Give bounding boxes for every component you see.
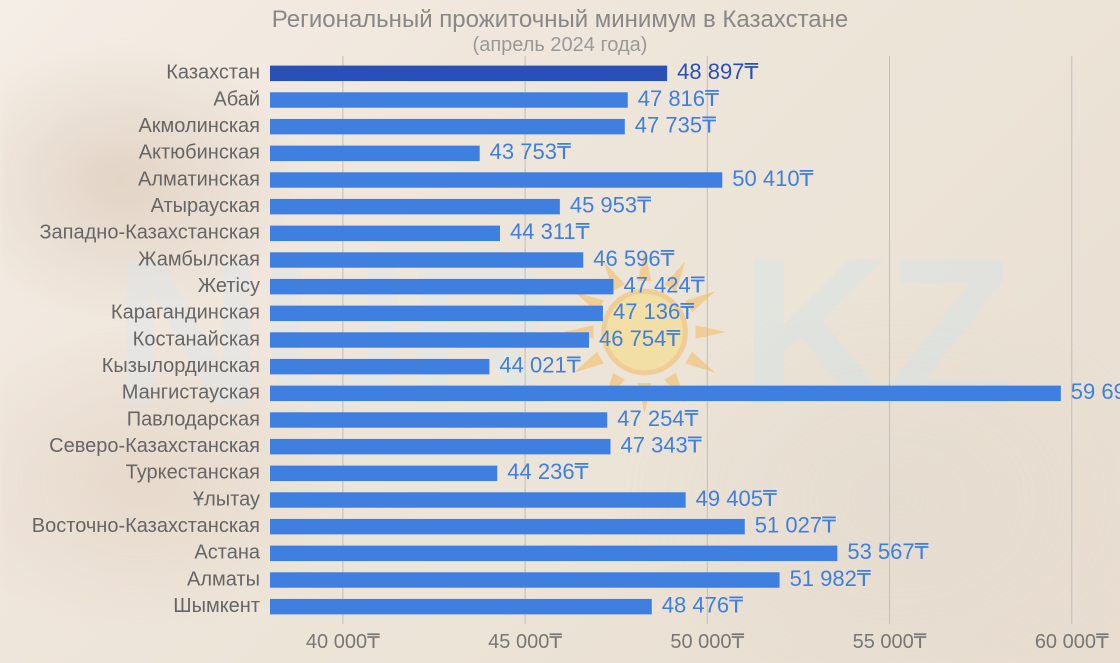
bar [270,66,667,81]
value-label: 47 424₸ [623,272,704,297]
value-label: 47 254₸ [617,406,698,431]
bar [270,386,1061,401]
bar [270,572,780,587]
bar [270,92,628,107]
value-label: 45 953₸ [570,192,651,217]
bar [270,439,611,454]
bar [270,172,722,187]
value-label: 44 021₸ [499,352,580,377]
category-label: Западно-Казахстанская [39,222,260,244]
category-label: Костанайская [133,328,260,350]
value-label: 50 410₸ [732,166,813,191]
category-label: Атырауская [151,195,260,217]
bar [270,199,560,214]
value-label: 51 982₸ [790,566,871,591]
category-label: Кызылординская [102,355,260,377]
category-label: Актюбинская [139,142,260,164]
x-tick-label: 45 000₸ [488,631,562,653]
value-label: 46 596₸ [593,246,674,271]
bar [270,546,837,561]
bar [270,279,613,294]
bar [270,466,497,481]
category-label: Туркестанская [126,462,260,484]
bar [270,146,480,161]
bar [270,412,607,427]
category-label: Ұлытау [193,488,260,510]
x-tick-label: 50 000₸ [670,631,744,653]
category-label: Астана [194,542,260,564]
category-label: Казахстан [166,62,260,84]
value-label: 49 405₸ [696,486,777,511]
value-label: 48 897₸ [677,59,758,84]
value-label: 48 476₸ [662,592,743,617]
bar [270,599,652,614]
x-tick-label: 40 000₸ [306,631,380,653]
value-label: 43 753₸ [490,139,571,164]
category-label: Алматинская [138,168,260,190]
bar [270,252,583,267]
value-label: 47 343₸ [621,432,702,457]
value-label: 47 816₸ [638,86,719,111]
bar [270,332,589,347]
x-tick-label: 55 000₸ [853,631,927,653]
category-label: Акмолинская [138,115,260,137]
category-label: Шымкент [173,595,260,617]
bar [270,492,686,507]
bar [270,359,489,374]
value-label: 46 754₸ [599,326,680,351]
value-label: 47 136₸ [613,299,694,324]
bar [270,226,500,241]
value-label: 59 699₸ [1071,379,1120,404]
category-label: Восточно-Казахстанская [32,515,260,537]
bar [270,119,625,134]
category-label: Алматы [187,568,260,590]
category-label: Северо-Казахстанская [49,435,260,457]
category-label: Мангистауская [122,382,260,404]
category-label: Абай [213,88,260,110]
bar-chart: 40 000₸ 45 000₸ 50 000₸ 55 000₸ 60 000₸ Казах… [0,0,1120,663]
value-label: 44 311₸ [510,219,590,244]
bar [270,519,745,534]
value-label: 44 236₸ [507,459,588,484]
value-label: 51 027₸ [755,512,836,537]
category-label: Карагандинская [111,302,260,324]
category-label: Жамбылская [138,248,260,270]
category-label: Павлодарская [127,408,260,430]
value-label: 47 735₸ [635,112,716,137]
value-label: 53 567₸ [847,539,928,564]
bar [270,306,603,321]
category-label: Жетісу [198,275,260,297]
x-tick-label: 60 000₸ [1035,631,1109,653]
